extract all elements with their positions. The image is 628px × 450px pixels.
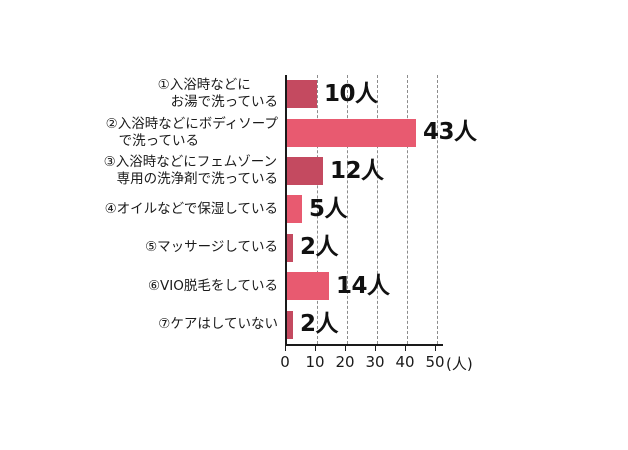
value-label: 2人 (300, 311, 339, 338)
bar-row-2: 43人 (287, 113, 477, 151)
x-tick-20 (345, 346, 346, 351)
category-label: ⑦ケアはしていない (158, 316, 278, 333)
x-tick-0 (285, 346, 286, 351)
x-tick-label-40: 40 (395, 353, 415, 371)
bar-row-6: 14人 (287, 267, 443, 305)
bar-6 (287, 272, 329, 301)
x-tick-50 (435, 346, 436, 351)
x-tick-label-0: 0 (280, 353, 290, 371)
bar-row-3: 12人 (287, 152, 443, 190)
value-label: 2人 (300, 234, 339, 261)
bar-4 (287, 195, 302, 224)
gridline-50 (437, 75, 438, 344)
category-row-7: ⑦ケアはしていない (72, 305, 282, 343)
x-tick-label-20: 20 (335, 353, 355, 371)
category-label: ①入浴時などに お湯で洗っている (157, 77, 278, 111)
x-tick-30 (375, 346, 376, 351)
category-labels: ①入浴時などに お湯で洗っている ②入浴時などにボディソープ で洗っている ③入浴時… (72, 75, 282, 344)
category-label: ④オイルなどで保湿している (104, 200, 278, 217)
category-row-4: ④オイルなどで保湿している (72, 190, 282, 228)
x-tick-label-30: 30 (365, 353, 385, 371)
bar-row-7: 2人 (287, 306, 443, 344)
value-label: 43人 (423, 119, 477, 146)
x-tick-40 (405, 346, 406, 351)
gridline-40 (407, 75, 408, 344)
x-axis-unit-label: (人) (446, 355, 473, 373)
category-label: ②入浴時などにボディソープ で洗っている (105, 115, 278, 149)
category-row-5: ⑤マッサージしている (72, 229, 282, 267)
bar-row-1: 10人 (287, 75, 443, 113)
bar-row-5: 2人 (287, 229, 443, 267)
value-label: 12人 (330, 157, 384, 184)
bar-row-4: 5人 (287, 190, 443, 228)
x-axis: 0 10 20 30 40 50 (人) (280, 344, 473, 373)
bar-3 (287, 157, 323, 186)
category-row-3: ③入浴時などにフェムゾーン 専用の洗浄剤で洗っている (72, 152, 282, 190)
gridline-20 (347, 75, 348, 344)
x-tick-label-50: 50 (425, 353, 445, 371)
bar-1 (287, 80, 317, 109)
bar-2 (287, 118, 416, 147)
bar-7 (287, 310, 293, 339)
category-row-1: ①入浴時などに お湯で洗っている (72, 75, 282, 113)
category-label: ⑥VIO脱毛をしている (147, 277, 278, 294)
x-tick-label-10: 10 (305, 353, 325, 371)
bar-5 (287, 233, 293, 262)
category-row-6: ⑥VIO脱毛をしている (72, 267, 282, 305)
category-label: ③入浴時などにフェムゾーン 専用の洗浄剤で洗っている (103, 154, 278, 187)
gridline-10 (317, 75, 318, 344)
value-label: 5人 (309, 195, 348, 222)
x-tick-10 (315, 346, 316, 351)
gridline-30 (377, 75, 378, 344)
category-row-2: ②入浴時などにボディソープ で洗っている (72, 113, 282, 151)
category-label: ⑤マッサージしている (145, 239, 278, 256)
value-label: 14人 (336, 272, 390, 299)
bar-rows: 10人 43人 12人 5人 2人 14人 2人 (287, 75, 477, 344)
value-label: 10人 (324, 80, 378, 107)
plot-area: 10人 43人 12人 5人 2人 14人 2人 (285, 75, 477, 344)
